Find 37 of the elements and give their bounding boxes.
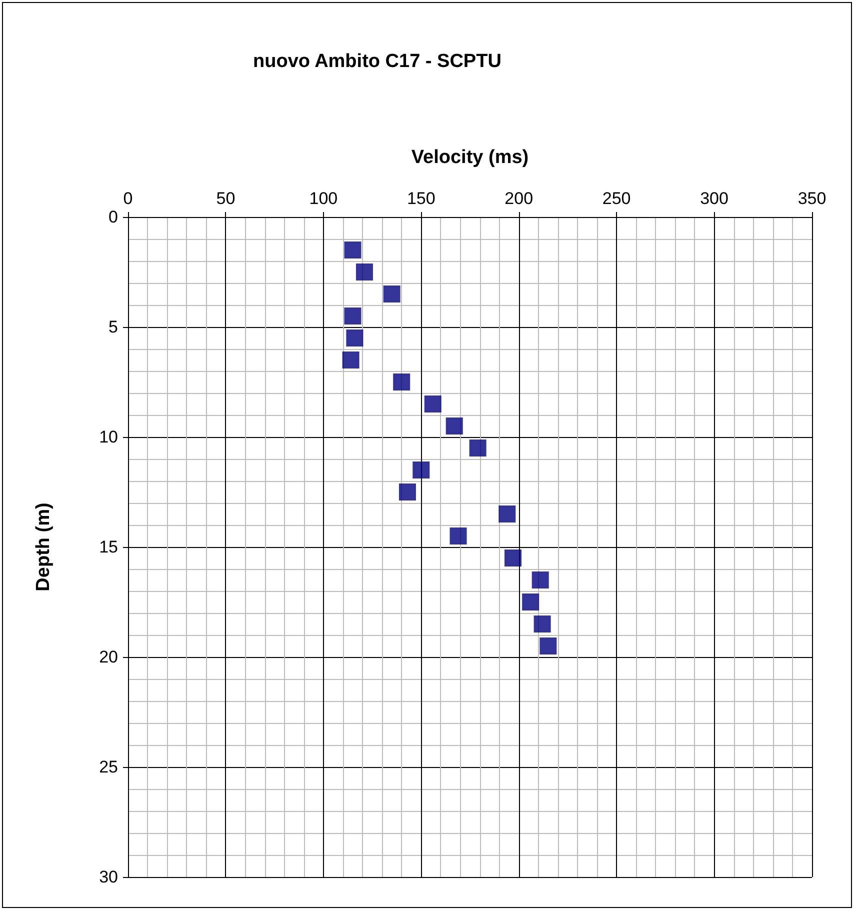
x-tick-label: 150 <box>406 189 436 208</box>
x-axis-title: Velocity (ms) <box>411 147 529 168</box>
point <box>522 594 540 610</box>
x-tick-label: 50 <box>216 189 236 208</box>
point <box>398 484 416 500</box>
point <box>383 286 400 302</box>
y-tick-label: 15 <box>99 538 118 556</box>
y-tick-label: 25 <box>99 758 118 776</box>
point <box>469 440 486 456</box>
y-tick-label: 5 <box>108 318 118 336</box>
y-tick-label: 30 <box>99 868 118 886</box>
point <box>504 550 522 566</box>
point <box>446 418 463 434</box>
x-tick-label: 200 <box>504 189 534 208</box>
point <box>534 616 551 632</box>
point <box>344 242 362 258</box>
x-tick-label: 350 <box>798 189 826 208</box>
y-tick-label: 0 <box>108 208 118 226</box>
point <box>450 528 467 544</box>
x-tick-label: 250 <box>602 189 631 208</box>
point <box>424 396 442 412</box>
point <box>342 352 360 368</box>
point <box>532 572 549 588</box>
x-tick-label: 300 <box>700 189 728 208</box>
y-axis-title: Depth (m) <box>33 502 54 592</box>
point <box>498 506 516 522</box>
y-tick-label: 10 <box>99 428 118 446</box>
chart-title: nuovo Ambito C17 - SCPTU <box>253 51 502 72</box>
x-tick-label: 0 <box>123 189 133 208</box>
point <box>344 308 362 324</box>
point <box>346 330 364 346</box>
point <box>540 638 557 654</box>
point <box>356 264 373 280</box>
point <box>393 374 410 390</box>
y-tick-label: 20 <box>99 648 118 666</box>
x-tick-label: 100 <box>309 189 338 208</box>
point <box>412 462 430 478</box>
